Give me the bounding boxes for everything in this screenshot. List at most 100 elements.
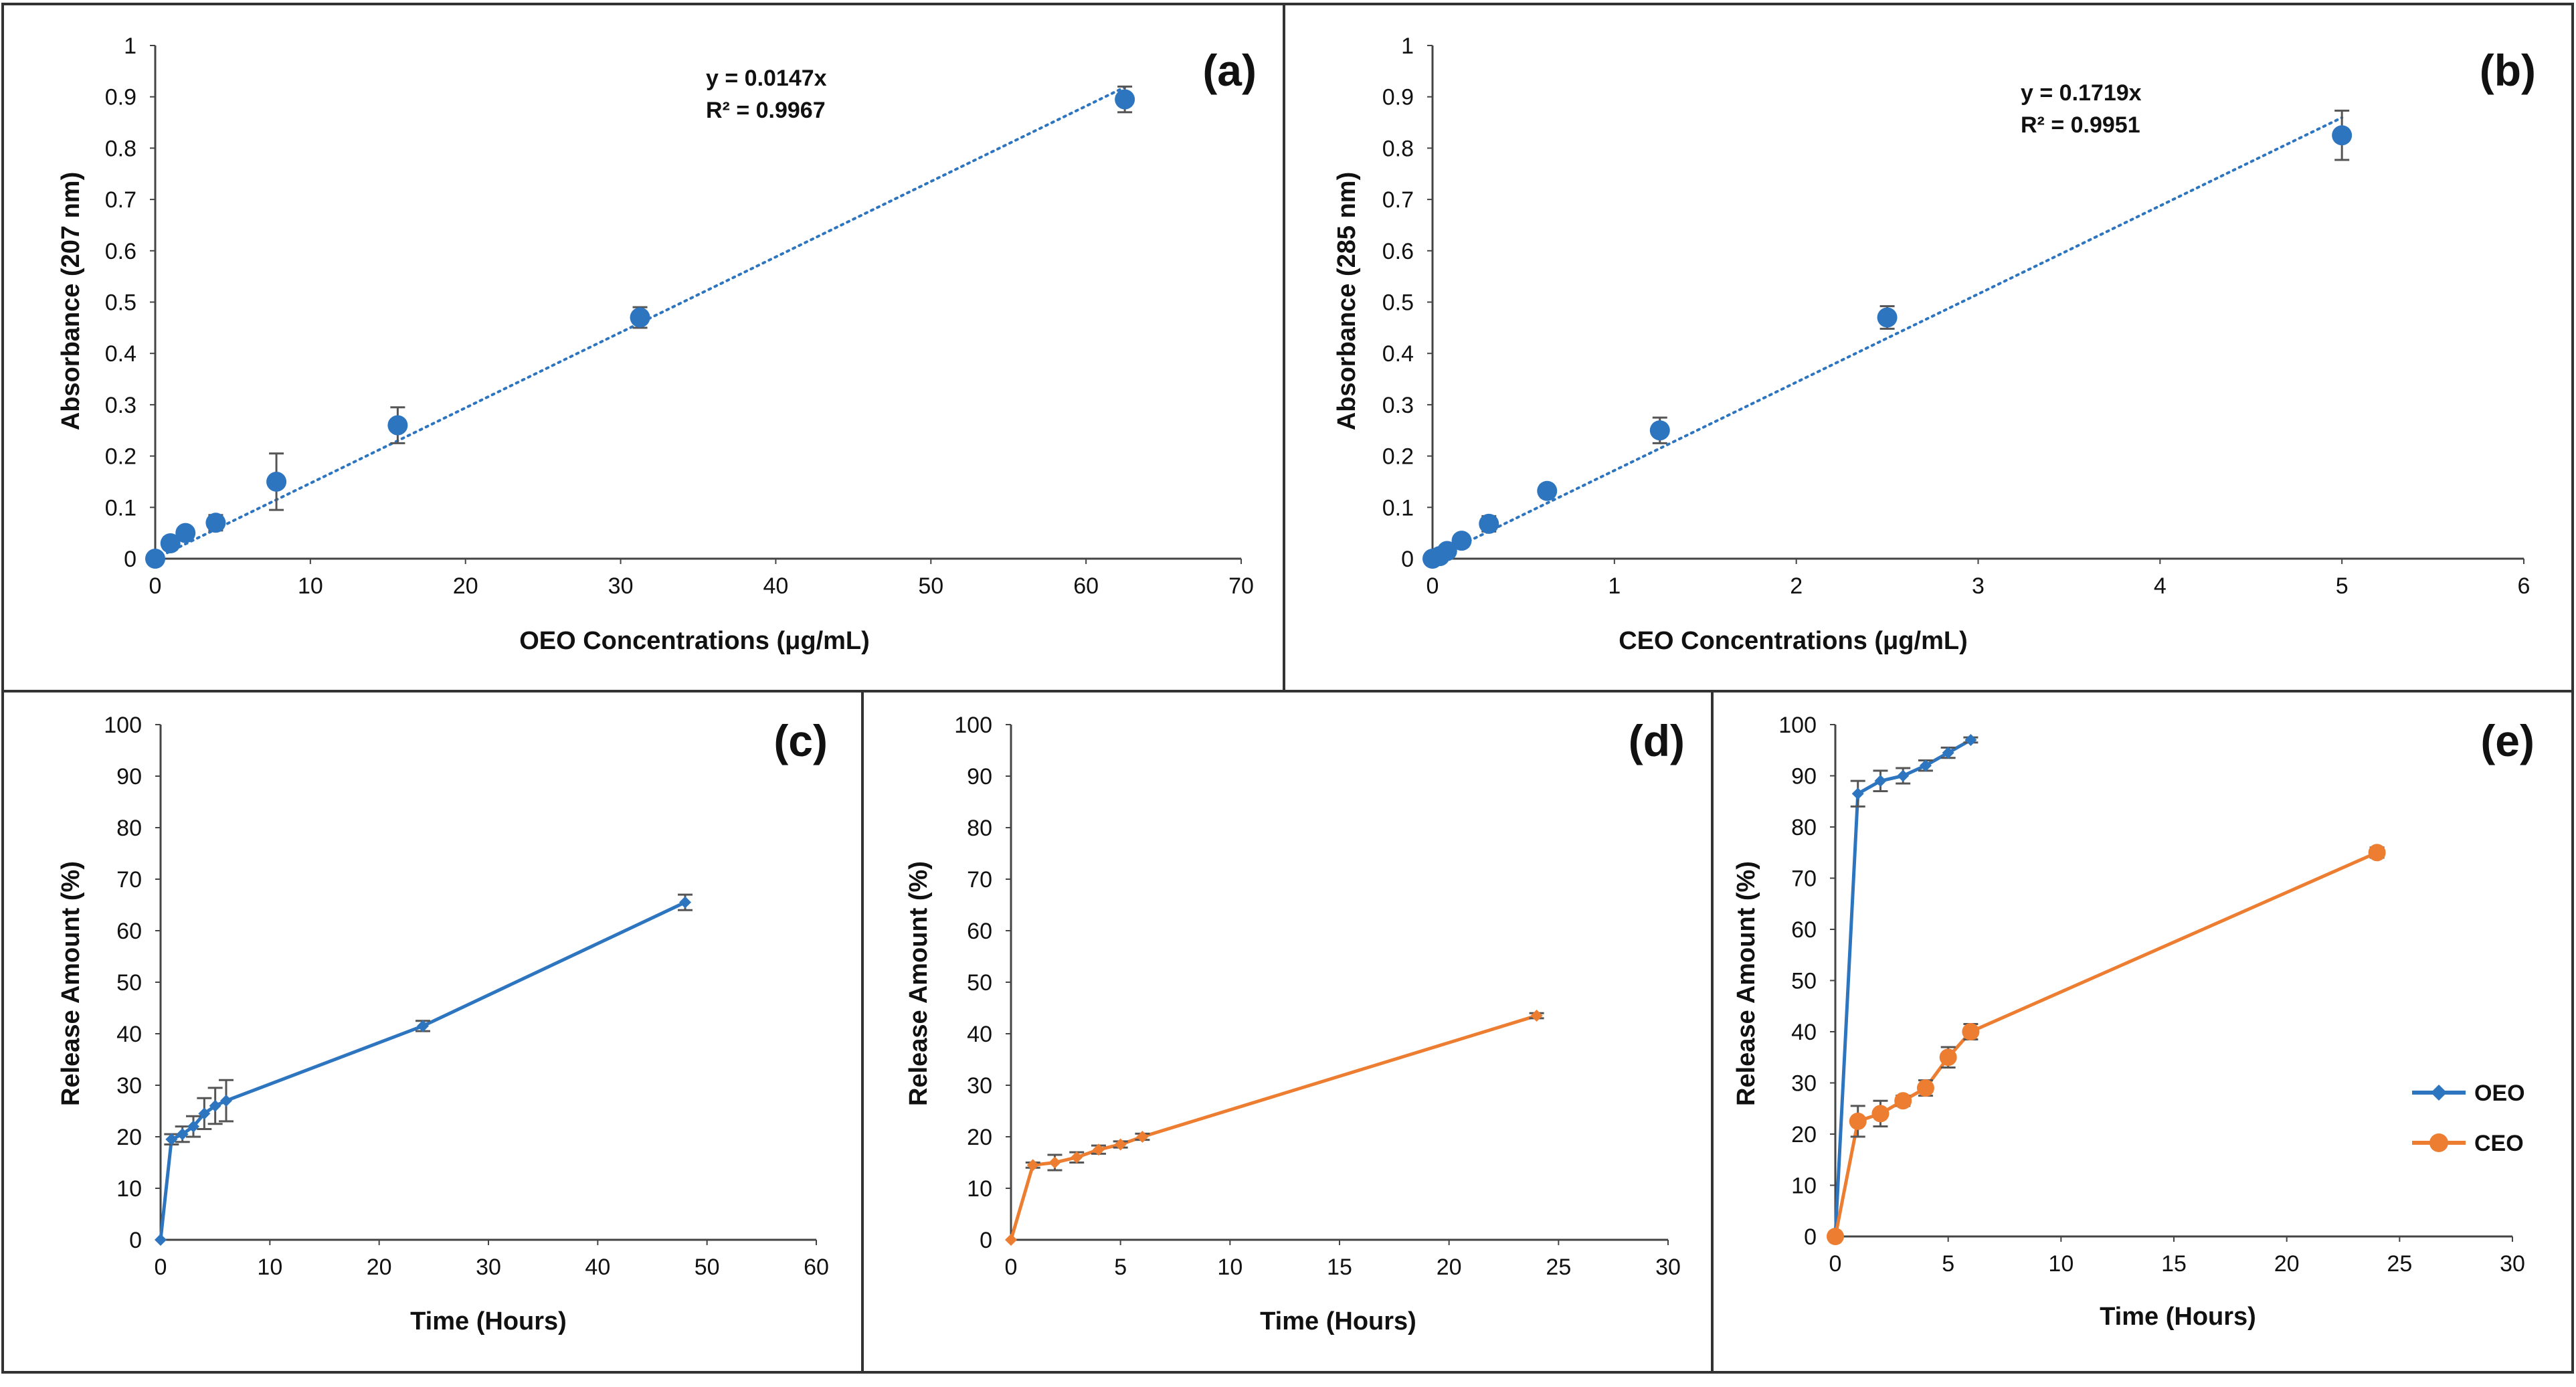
chart-d-y-tick-label: 0 bbox=[980, 1228, 992, 1253]
chart-e-ceo-point bbox=[2368, 844, 2386, 862]
chart-d-xlabel: Time (Hours) bbox=[1260, 1307, 1416, 1335]
legend-ceo-marker bbox=[2429, 1133, 2448, 1152]
chart-d-ceo-point bbox=[1048, 1156, 1061, 1169]
chart-a-oeo-standard-point bbox=[387, 415, 408, 436]
chart-a-y-tick-label: 0.2 bbox=[105, 444, 136, 470]
chart-d-y-tick-label: 30 bbox=[967, 1073, 992, 1099]
chart-d-ceo-point bbox=[1092, 1143, 1105, 1156]
chart-a-y-tick-label: 0.1 bbox=[105, 495, 136, 521]
chart-b-ceo-standard-point bbox=[1437, 541, 1457, 561]
chart-c-x-tick-label: 60 bbox=[804, 1255, 829, 1280]
chart-e-y-tick-label: 80 bbox=[1791, 815, 1817, 840]
chart-c-oeo-point bbox=[209, 1099, 221, 1112]
chart-d-x-tick-label: 10 bbox=[1217, 1255, 1243, 1280]
chart-e-y-tick-label: 50 bbox=[1791, 969, 1817, 994]
chart-a-x-tick-label: 70 bbox=[1228, 573, 1254, 599]
chart-c-x-tick-label: 0 bbox=[155, 1255, 167, 1280]
legend: OEO CEO bbox=[2412, 1081, 2525, 1156]
chart-b-xlabel: CEO Concentrations (μg/mL) bbox=[1619, 627, 1967, 655]
chart-b-x-tick-label: 6 bbox=[2518, 573, 2531, 599]
chart-a: OEO Concentrations (μg/mL) Absorbance (2… bbox=[57, 33, 1257, 655]
chart-b-x-tick-label: 1 bbox=[1608, 573, 1621, 599]
chart-c-y-tick-label: 30 bbox=[116, 1073, 142, 1099]
chart-b-y-tick-label: 0.6 bbox=[1382, 239, 1414, 264]
legend-ceo-label: CEO bbox=[2474, 1131, 2524, 1156]
chart-a-xlabel: OEO Concentrations (μg/mL) bbox=[519, 627, 870, 655]
chart-a-y-tick-label: 0.5 bbox=[105, 290, 136, 316]
chart-d-y-tick-label: 20 bbox=[967, 1125, 992, 1150]
chart-b-ceo-standard-point bbox=[1479, 513, 1499, 534]
chart-a-x-tick-label: 10 bbox=[298, 573, 323, 599]
chart-a-ylabel: Absorbance (207 nm) bbox=[57, 172, 85, 430]
chart-c-x-tick-label: 50 bbox=[695, 1255, 720, 1280]
chart-e-oeo-point bbox=[1897, 769, 1910, 782]
chart-d-x-tick-label: 30 bbox=[1655, 1255, 1681, 1280]
chart-e-y-tick-label: 40 bbox=[1791, 1020, 1817, 1045]
chart-c-oeo-point bbox=[187, 1120, 199, 1133]
legend-oeo-marker bbox=[2431, 1085, 2447, 1101]
chart-d-ceo-point bbox=[1005, 1234, 1017, 1246]
chart-b-x-tick-label: 0 bbox=[1427, 573, 1439, 599]
chart-d-y-tick-label: 60 bbox=[967, 919, 992, 944]
chart-b-y-tick-label: 0.2 bbox=[1382, 444, 1414, 470]
chart-d: Time (Hours) Release Amount (%) (d) 0 5 10… bbox=[905, 713, 1685, 1335]
chart-d-ceo-point bbox=[1071, 1151, 1083, 1164]
chart-d-y-tick-label: 50 bbox=[967, 970, 992, 996]
chart-c-oeo-point bbox=[155, 1234, 167, 1246]
chart-b-ceo-standard-point bbox=[1877, 307, 1898, 328]
chart-b-y-tick-label: 0.3 bbox=[1382, 393, 1414, 418]
chart-c-y-tick-label: 100 bbox=[104, 713, 142, 738]
chart-a-oeo-standard-point bbox=[266, 471, 287, 492]
chart-b-ceo-standard-point bbox=[1649, 420, 1670, 441]
chart-c-oeo-point bbox=[198, 1107, 211, 1120]
chart-b-y-tick-label: 0.9 bbox=[1382, 85, 1414, 110]
chart-e-ceo-point bbox=[1962, 1023, 1980, 1040]
chart-a-y-tick-label: 0.6 bbox=[105, 239, 136, 264]
chart-e-ceo-point bbox=[1849, 1112, 1867, 1130]
chart-b-y-tick-label: 0.7 bbox=[1382, 187, 1414, 213]
chart-a-oeo-standard-point bbox=[630, 307, 650, 328]
chart-e-ceo-point bbox=[1894, 1092, 1912, 1110]
chart-d-x-tick-label: 25 bbox=[1546, 1255, 1571, 1280]
chart-d-ceo-point bbox=[1136, 1131, 1149, 1143]
chart-e-x-tick-label: 25 bbox=[2387, 1251, 2412, 1277]
chart-b-x-tick-label: 3 bbox=[1972, 573, 1985, 599]
chart-a-x-tick-label: 60 bbox=[1073, 573, 1099, 599]
chart-d-y-tick-label: 90 bbox=[967, 764, 992, 790]
chart-c-oeo-point bbox=[220, 1095, 232, 1107]
chart-e-ylabel: Release Amount (%) bbox=[1732, 861, 1760, 1106]
chart-e-panel-label: (e) bbox=[2480, 716, 2535, 765]
chart-a-x-tick-label: 50 bbox=[918, 573, 943, 599]
chart-b-y-tick-label: 0.1 bbox=[1382, 495, 1414, 521]
chart-e-x-tick-label: 5 bbox=[1942, 1251, 1954, 1277]
chart-a-oeo-standard-point bbox=[1115, 89, 1135, 110]
chart-d-x-tick-label: 5 bbox=[1114, 1255, 1127, 1280]
chart-b-x-tick-label: 5 bbox=[2336, 573, 2349, 599]
chart-e-x-tick-label: 30 bbox=[2500, 1251, 2525, 1277]
chart-c-y-tick-label: 20 bbox=[116, 1125, 142, 1150]
chart-e-y-tick-label: 100 bbox=[1778, 713, 1817, 738]
chart-a-panel-label: (a) bbox=[1202, 45, 1257, 95]
chart-e-ceo-point bbox=[1939, 1048, 1957, 1067]
chart-d-y-tick-label: 100 bbox=[954, 713, 992, 738]
chart-a-y-tick-label: 0.4 bbox=[105, 341, 136, 367]
chart-a-x-tick-label: 40 bbox=[763, 573, 789, 599]
chart-e-oeo-point bbox=[1964, 733, 1977, 746]
chart-e-x-tick-label: 0 bbox=[1829, 1251, 1842, 1277]
chart-b-y-tick-label: 0.4 bbox=[1382, 341, 1414, 367]
chart-a-oeo-standard-point bbox=[145, 549, 165, 569]
chart-a-x-tick-label: 30 bbox=[608, 573, 634, 599]
chart-c-panel-label: (c) bbox=[773, 716, 828, 765]
chart-c: Time (Hours) Release Amount (%) (c) 0 10 2… bbox=[57, 713, 829, 1335]
chart-c-oeo-point bbox=[176, 1128, 189, 1141]
chart-e-xlabel: Time (Hours) bbox=[2100, 1303, 2256, 1331]
chart-a-y-tick-label: 1 bbox=[124, 33, 136, 59]
chart-d-ylabel: Release Amount (%) bbox=[905, 861, 933, 1106]
chart-c-x-tick-label: 30 bbox=[476, 1255, 501, 1280]
chart-a-oeo-standard-point bbox=[205, 513, 226, 533]
chart-d-ceo-point bbox=[1114, 1138, 1127, 1151]
chart-b-x-tick-label: 2 bbox=[1790, 573, 1803, 599]
chart-e-y-tick-label: 20 bbox=[1791, 1122, 1817, 1147]
chart-c-y-tick-label: 40 bbox=[116, 1022, 142, 1047]
chart-c-y-tick-label: 80 bbox=[116, 816, 142, 841]
